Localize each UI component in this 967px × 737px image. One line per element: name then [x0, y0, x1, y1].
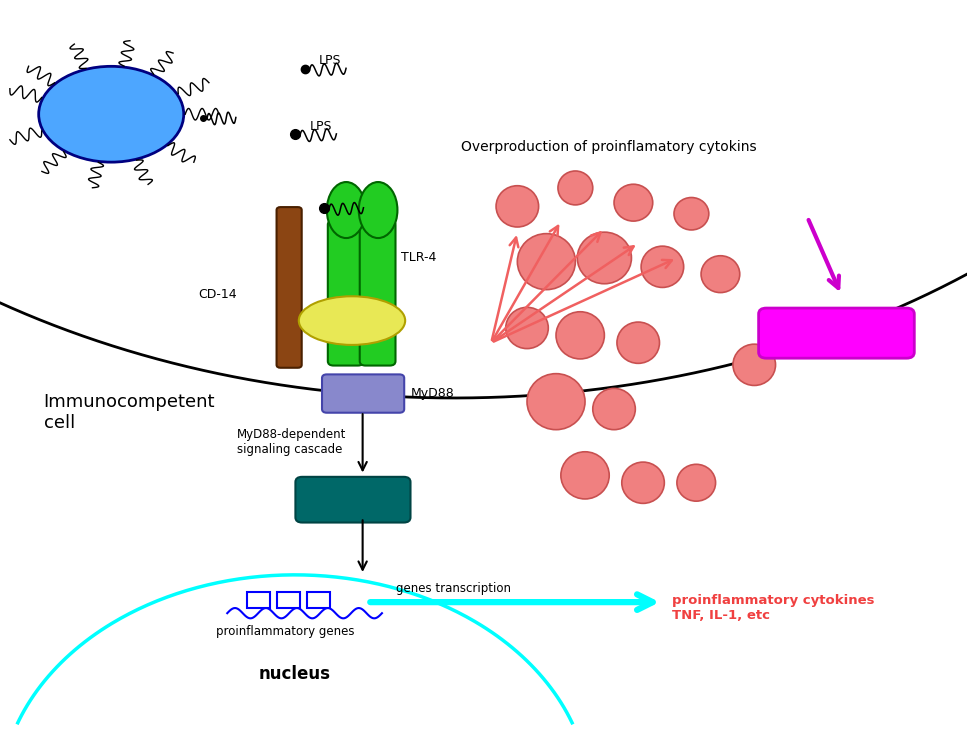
- Text: proinflammatory genes: proinflammatory genes: [216, 625, 355, 638]
- Ellipse shape: [517, 234, 575, 290]
- Text: Sepsis: Sepsis: [804, 324, 869, 342]
- Text: LPS: LPS: [319, 54, 341, 67]
- Bar: [277, 592, 300, 608]
- Ellipse shape: [641, 246, 684, 287]
- FancyBboxPatch shape: [759, 308, 915, 358]
- Text: Overproduction of proinflamatory cytokins: Overproduction of proinflamatory cytokin…: [461, 141, 757, 154]
- Bar: [247, 592, 270, 608]
- Ellipse shape: [39, 66, 184, 162]
- Ellipse shape: [506, 307, 548, 349]
- Text: LPS: LPS: [338, 193, 361, 206]
- FancyBboxPatch shape: [296, 477, 410, 523]
- FancyBboxPatch shape: [277, 207, 302, 368]
- Text: MyD88-dependent
signaling cascade: MyD88-dependent signaling cascade: [237, 428, 346, 456]
- Text: NF-kB: NF-kB: [329, 492, 377, 507]
- Ellipse shape: [674, 198, 709, 230]
- Text: nucleus: nucleus: [259, 666, 331, 683]
- Ellipse shape: [359, 182, 397, 238]
- Ellipse shape: [496, 186, 539, 227]
- Text: Immunocompetent
cell: Immunocompetent cell: [44, 394, 215, 432]
- Ellipse shape: [677, 464, 716, 501]
- Ellipse shape: [299, 296, 405, 345]
- Ellipse shape: [701, 256, 740, 293]
- Ellipse shape: [614, 184, 653, 221]
- Ellipse shape: [577, 232, 631, 284]
- Text: MyD88: MyD88: [411, 387, 454, 400]
- Ellipse shape: [733, 344, 776, 385]
- Ellipse shape: [558, 171, 593, 205]
- Ellipse shape: [327, 182, 366, 238]
- Ellipse shape: [593, 388, 635, 430]
- Ellipse shape: [527, 374, 585, 430]
- Text: genes transcription: genes transcription: [396, 581, 512, 595]
- Text: MD-2: MD-2: [335, 314, 369, 327]
- Text: TLR-4: TLR-4: [401, 251, 437, 265]
- Bar: [307, 592, 330, 608]
- Ellipse shape: [561, 452, 609, 499]
- FancyBboxPatch shape: [360, 220, 396, 366]
- Ellipse shape: [622, 462, 664, 503]
- Text: proinflammatory cytokines
TNF, IL-1, etc: proinflammatory cytokines TNF, IL-1, etc: [672, 594, 874, 622]
- FancyBboxPatch shape: [328, 220, 364, 366]
- Ellipse shape: [556, 312, 604, 359]
- Text: LPS: LPS: [309, 119, 332, 133]
- FancyBboxPatch shape: [322, 374, 404, 413]
- Text: CD-14: CD-14: [198, 288, 237, 301]
- Ellipse shape: [617, 322, 659, 363]
